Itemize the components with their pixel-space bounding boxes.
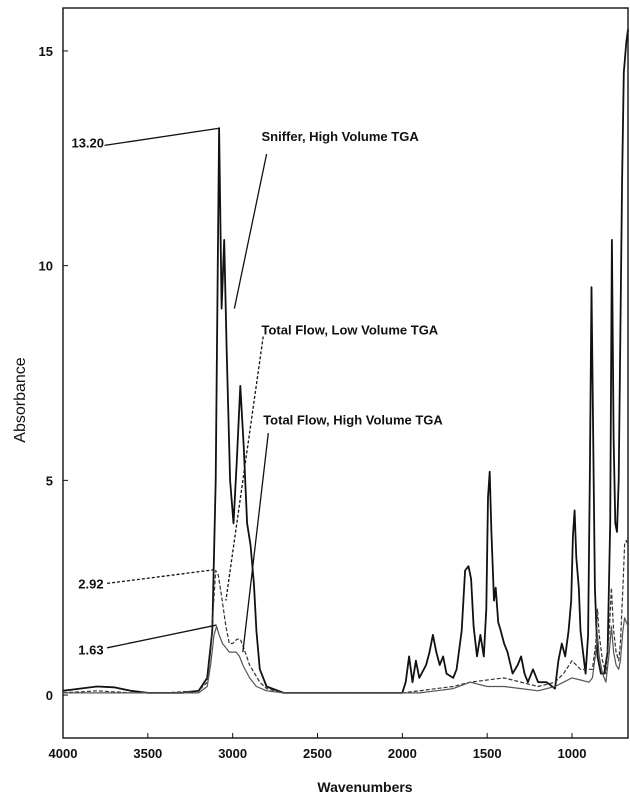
annotation-label: Total Flow, High Volume TGA — [263, 413, 443, 428]
annotation-label: Total Flow, Low Volume TGA — [262, 322, 439, 337]
x-axis-title: Wavenumbers — [317, 779, 412, 795]
x-tick-label: 1500 — [473, 746, 502, 761]
y-tick-label: 10 — [39, 259, 53, 274]
annotation-label: 13.20 — [71, 136, 104, 151]
annotation-leader-line — [106, 624, 217, 649]
series-line-3 — [63, 617, 629, 694]
annotations: 13.20 Sniffer, High Volume TGA Total Flow,… — [71, 127, 443, 657]
x-tick-label: 1000 — [558, 746, 587, 761]
y-tick-label: 0 — [46, 688, 53, 703]
series-line-1 — [62, 29, 629, 694]
series-layer — [62, 29, 629, 694]
annotation-leader-line — [233, 153, 268, 309]
x-tick-label: 3000 — [218, 746, 247, 761]
plot-frame — [62, 7, 629, 739]
annotation-leader-line — [107, 569, 215, 585]
y-tick-label: 15 — [39, 44, 53, 59]
annotation-leader-line — [242, 433, 269, 653]
y-tick-label: 5 — [46, 473, 53, 488]
y-axis: 0 5 10 15 — [39, 44, 68, 703]
annotation-leader-line — [104, 127, 220, 147]
annotation-label: 1.63 — [78, 642, 103, 657]
series-line-2 — [62, 539, 629, 694]
y-axis-title: Absorbance — [12, 357, 29, 442]
x-tick-label: 2000 — [388, 746, 417, 761]
x-tick-label: 2500 — [303, 746, 332, 761]
annotation-label: Sniffer, High Volume TGA — [262, 129, 420, 144]
annotation-leader-line — [225, 336, 264, 601]
x-tick-label: 3500 — [133, 746, 162, 761]
annotation-label: 2.92 — [78, 577, 103, 592]
x-axis: 4000 3500 3000 2500 2000 1500 1000 — [49, 733, 587, 761]
x-tick-label: 4000 — [49, 746, 78, 761]
